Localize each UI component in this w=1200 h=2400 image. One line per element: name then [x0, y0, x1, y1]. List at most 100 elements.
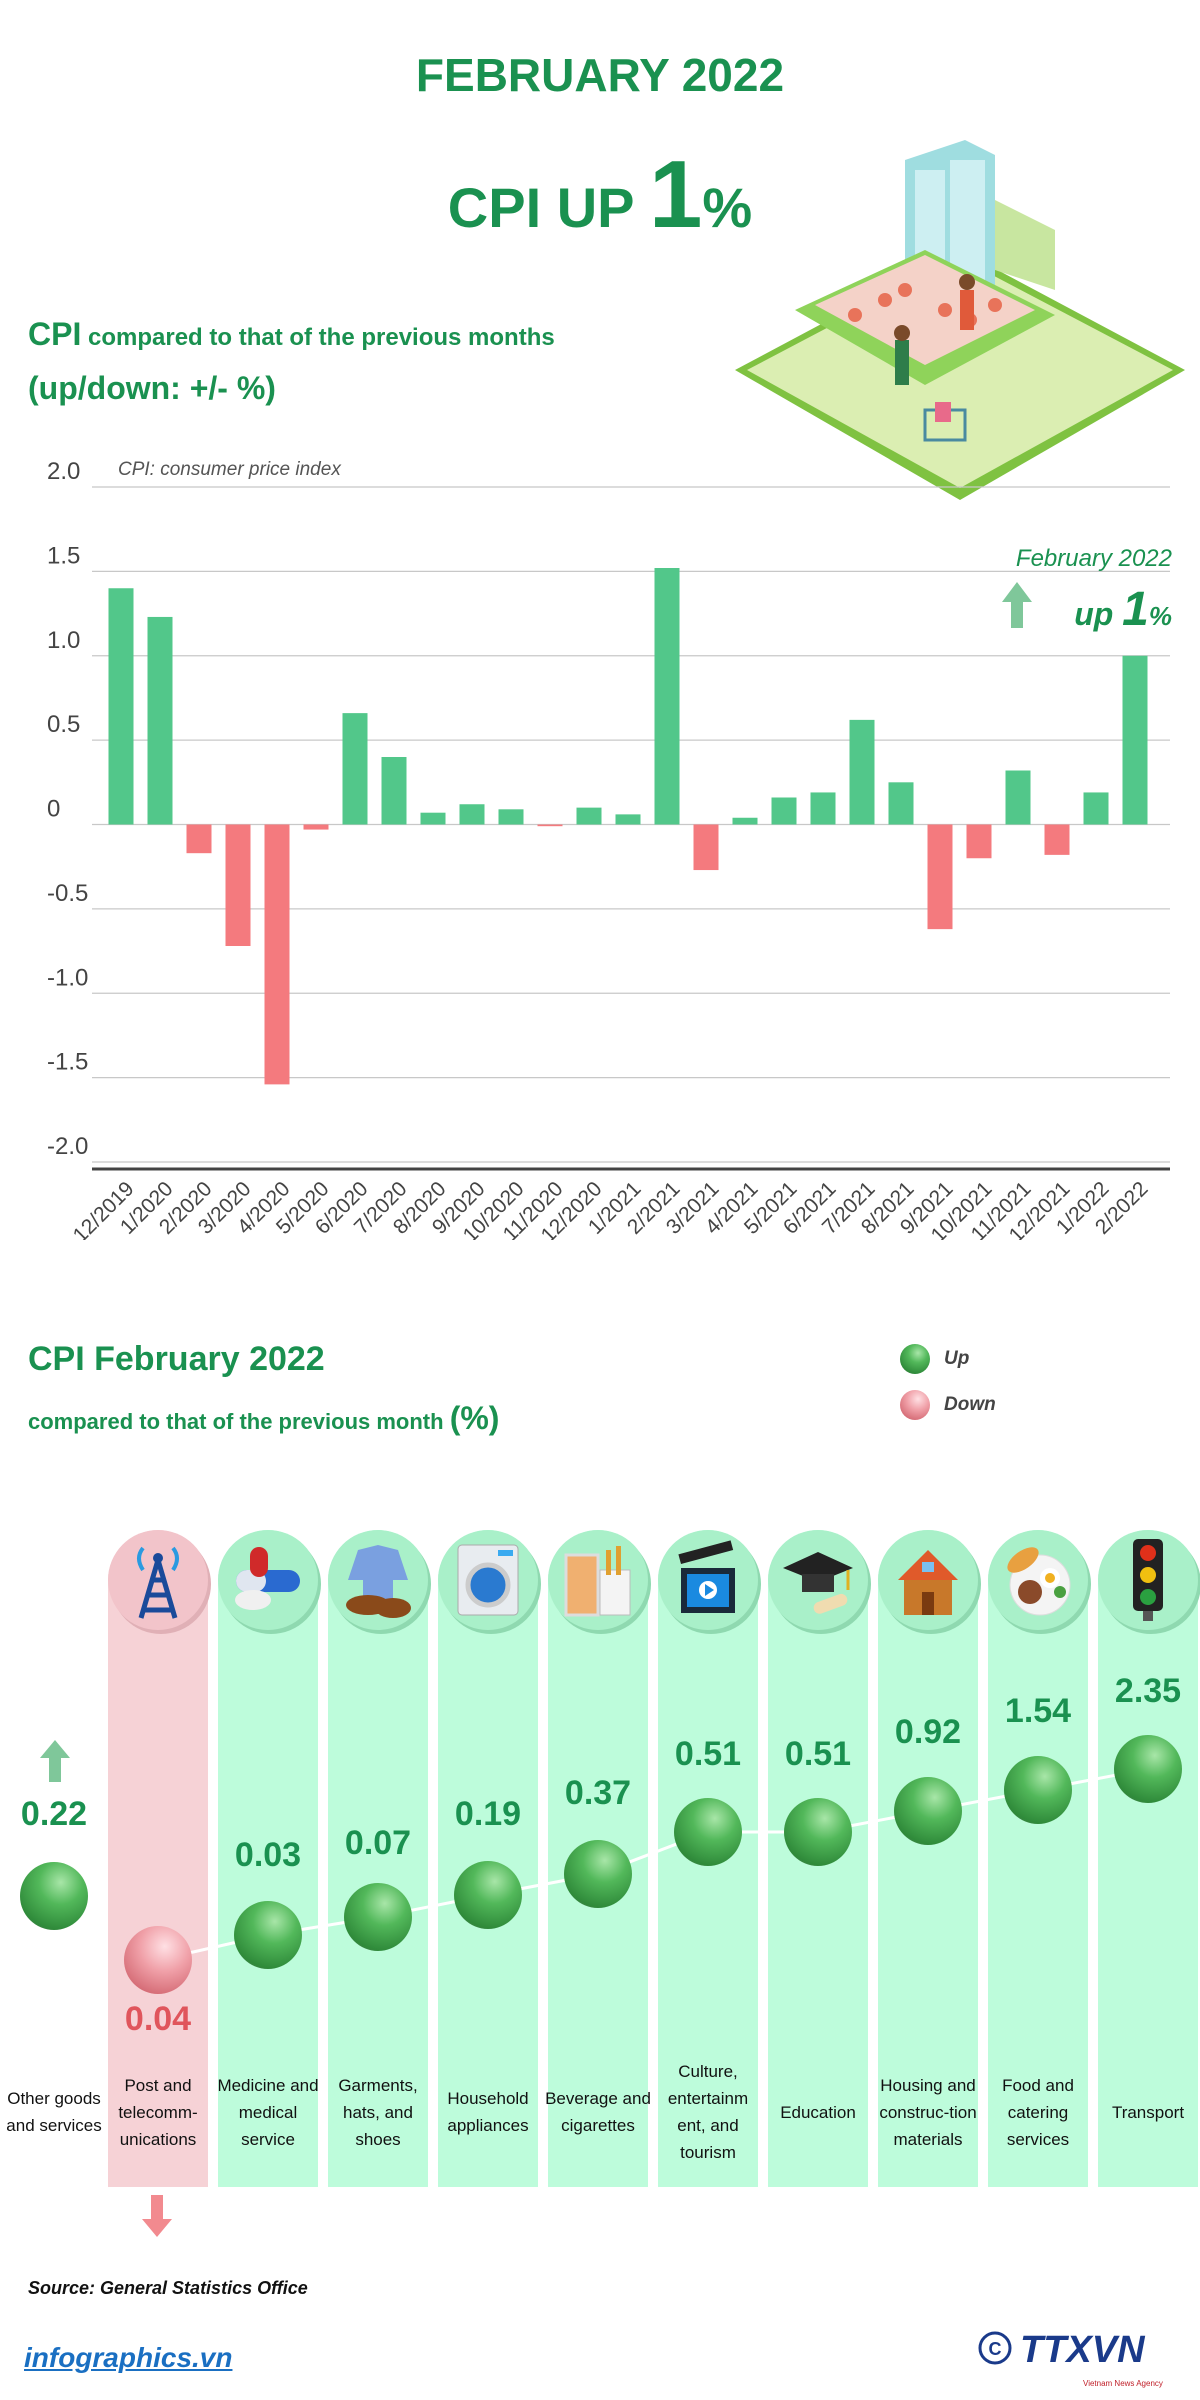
ttxvn-logo: C TTXVN Vietnam News Agency — [975, 2328, 1185, 2395]
bar-1-2022 — [1083, 792, 1109, 825]
section1-title-main: CPI — [28, 316, 82, 352]
annotation-month: February 2022 — [1015, 545, 1172, 572]
category-column — [988, 1530, 1088, 2187]
section1-title-rest: compared to that of the previous months — [81, 324, 555, 351]
bar-8-2021 — [888, 782, 914, 825]
chart-note: CPI: consumer price index — [118, 459, 342, 480]
category-value: 0.22 — [20, 1795, 88, 1833]
up-ball-icon — [894, 1777, 962, 1845]
y-tick-label: -2.0 — [47, 1133, 88, 1160]
up-ball-icon — [784, 1798, 852, 1866]
bar-12-2019 — [108, 588, 134, 825]
bar-11-2020 — [537, 824, 563, 827]
legend-up-label: Up — [944, 1348, 970, 1369]
up-ball-icon — [234, 1901, 302, 1969]
bar-12-2020 — [576, 807, 602, 825]
headline-suffix: % — [702, 176, 753, 239]
category-label: Housing and construc-tion materials — [879, 2075, 977, 2149]
up-ball-icon — [564, 1840, 632, 1908]
category-label: Culture, entertainm ent, and tourism — [667, 2062, 749, 2162]
bar-3-2020 — [225, 824, 251, 946]
up-arrow-icon — [1002, 582, 1032, 628]
bar-5-2020 — [303, 824, 329, 830]
category-column — [878, 1530, 978, 2187]
category-value: 0.19 — [454, 1795, 522, 1833]
category-label: Education — [780, 2102, 856, 2122]
bar-2-2022 — [1122, 655, 1148, 825]
bar-9-2021 — [927, 824, 953, 930]
supermarket-illustration — [735, 140, 1185, 500]
bar-6-2021 — [810, 792, 836, 825]
bar-6-2020 — [342, 713, 368, 825]
bar-4-2020 — [264, 824, 290, 1085]
bar-1-2020 — [147, 616, 173, 825]
down-arrow-icon — [142, 2195, 172, 2237]
category-label: Beverage and cigarettes — [545, 2089, 651, 2135]
washing-machine-icon — [438, 1530, 538, 1630]
section2-subtitle-unit: (%) — [449, 1400, 500, 1436]
category-value: 0.04 — [124, 2000, 192, 2038]
y-tick-label: -1.0 — [47, 964, 88, 991]
bar-12-2021 — [1044, 824, 1070, 855]
y-tick-label: 0 — [47, 796, 60, 823]
annotation-suffix: % — [1148, 601, 1172, 631]
clapperboard-icon — [658, 1530, 758, 1630]
y-tick-label: -0.5 — [47, 880, 88, 907]
up-ball-icon — [344, 1883, 412, 1951]
annotation-up-text: up — [1074, 596, 1123, 632]
section1-title: CPI compared to that of the previous mon… — [28, 316, 555, 353]
bar-1-2021 — [615, 814, 641, 825]
pill-icon — [218, 1530, 318, 1630]
category-label: Food and catering services — [1002, 2075, 1074, 2149]
category-column — [328, 1530, 428, 2187]
down-ball-icon — [900, 1390, 930, 1420]
cpi-bar-chart: 2.01.51.00.50-0.5-1.0-1.5-2.0 12/20191/2… — [47, 458, 1170, 1240]
bar-5-2021 — [771, 797, 797, 825]
category-column — [1098, 1530, 1198, 2187]
drink-cigarettes-icon — [548, 1530, 648, 1630]
section2-subtitle: compared to that of the previous month (… — [28, 1400, 499, 1437]
site-link[interactable]: infographics.vn — [24, 2342, 233, 2373]
category-label: Transport — [1111, 2102, 1185, 2122]
up-ball-icon — [900, 1344, 930, 1374]
bar-2-2021 — [654, 568, 680, 825]
antenna-tower-icon — [108, 1530, 208, 1630]
category-value: 0.03 — [234, 1836, 302, 1874]
annotation-number: 1 — [1122, 583, 1149, 636]
category-value: 0.51 — [674, 1735, 742, 1773]
up-ball-icon — [454, 1861, 522, 1929]
headline-prefix: CPI UP — [447, 176, 650, 239]
headline: CPI UP 1% — [0, 140, 1200, 250]
bar-2-2020 — [186, 824, 212, 854]
bar-10-2021 — [966, 824, 992, 859]
section1-subtitle: (up/down: +/- %) — [28, 370, 276, 406]
category-label: Garments, hats, and shoes — [338, 2075, 418, 2149]
bar-8-2020 — [420, 812, 446, 825]
category-value: 0.07 — [344, 1824, 412, 1862]
y-tick-label: -1.5 — [47, 1049, 88, 1076]
category-value: 0.51 — [784, 1735, 852, 1773]
bar-7-2021 — [849, 719, 875, 825]
y-tick-label: 1.0 — [47, 627, 80, 654]
category-label: Other goods and services — [6, 2089, 102, 2135]
category-value: 0.37 — [564, 1774, 632, 1812]
category-value: 1.54 — [1004, 1692, 1072, 1730]
section2-subtitle-text: compared to that of the previous month — [28, 1409, 450, 1434]
up-ball-icon — [1004, 1756, 1072, 1824]
bar-4-2021 — [732, 817, 758, 825]
up-arrow-icon — [40, 1740, 70, 1782]
svg-text:C: C — [989, 2339, 1002, 2359]
section2-title: CPI February 2022 — [28, 1340, 325, 1378]
down-ball-icon — [124, 1926, 192, 1994]
category-column — [108, 1530, 208, 2187]
up-ball-icon — [20, 1862, 88, 1930]
house-icon — [878, 1530, 978, 1630]
source-note: Source: General Statistics Office — [28, 2278, 308, 2298]
logo-subtext: Vietnam News Agency — [1083, 2379, 1163, 2388]
category-label: Household appliances — [447, 2089, 529, 2135]
bar-10-2020 — [498, 809, 524, 825]
month-title: FEBRUARY 2022 — [415, 49, 785, 101]
annotation-up: up 1% — [1074, 582, 1172, 637]
bar-7-2020 — [381, 757, 407, 825]
y-tick-label: 0.5 — [47, 711, 80, 738]
